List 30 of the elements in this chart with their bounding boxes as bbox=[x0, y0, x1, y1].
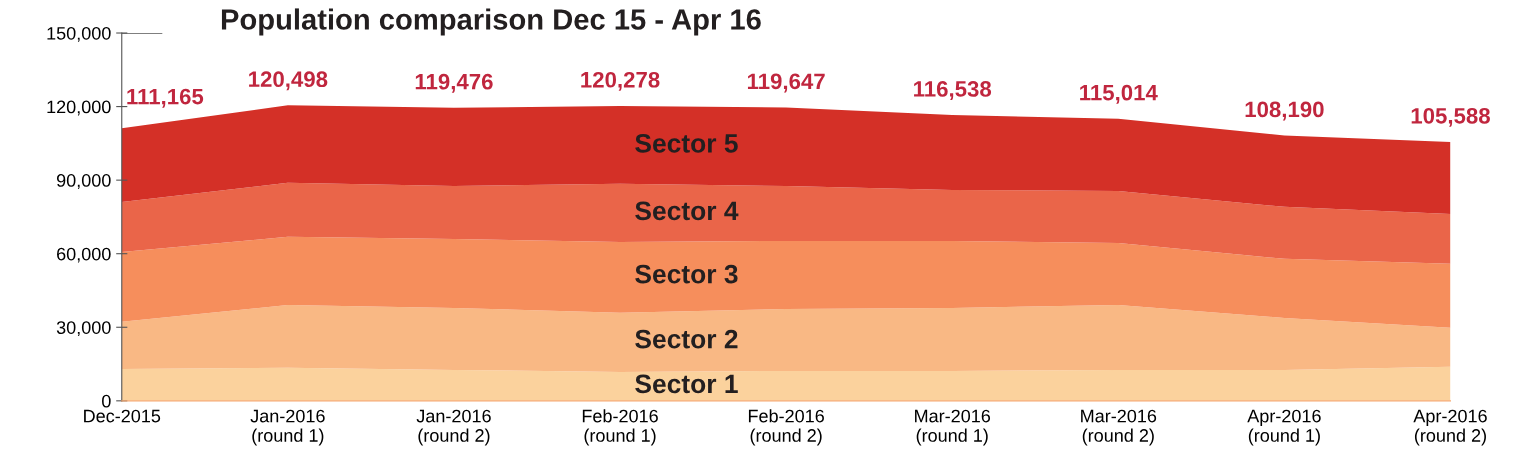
x-tick-label: Apr-2016 (round 2) bbox=[1413, 409, 1487, 446]
total-label: 119,476 bbox=[415, 73, 493, 93]
x-tick-label: Jan-2016 (round 2) bbox=[416, 409, 491, 446]
y-tick-label: 60,000 bbox=[57, 247, 111, 263]
x-tick-label: Mar-2016 (round 1) bbox=[915, 409, 991, 446]
x-tick-label: Feb-2016 (round 2) bbox=[748, 409, 824, 446]
chart-title: Population comparison Dec 15 - Apr 16 bbox=[221, 8, 761, 36]
total-label: 119,647 bbox=[747, 73, 825, 93]
x-tick-label: Jan-2016 (round 1) bbox=[250, 409, 325, 446]
total-label: 105,588 bbox=[1411, 107, 1490, 127]
x-tick-label: Dec-2015 bbox=[84, 409, 161, 423]
total-label: 120,498 bbox=[249, 71, 328, 91]
total-label: 120,278 bbox=[581, 71, 660, 91]
series-label: Sector 4 bbox=[635, 201, 739, 221]
y-tick-label: 30,000 bbox=[56, 321, 111, 337]
series-label: Sector 3 bbox=[635, 264, 738, 284]
y-tick-label: 150,000 bbox=[47, 26, 111, 42]
series-label: Sector 2 bbox=[635, 329, 738, 349]
y-tick-label: 90,000 bbox=[56, 174, 111, 189]
total-label: 116,538 bbox=[914, 81, 992, 101]
series-label: Sector 1 bbox=[635, 374, 738, 394]
total-label: 108,190 bbox=[1245, 101, 1324, 121]
total-label: 111,165 bbox=[127, 88, 204, 108]
y-tick-label: 120,000 bbox=[47, 100, 111, 116]
x-tick-label: Apr-2016 (round 1) bbox=[1247, 409, 1321, 446]
total-label: 115,014 bbox=[1080, 84, 1158, 104]
series-label: Sector 5 bbox=[635, 134, 738, 153]
x-tick-label: Feb-2016 (round 1) bbox=[582, 409, 658, 446]
x-tick-label: Mar-2016 (round 2) bbox=[1081, 409, 1157, 446]
y-tick-label: 0 bbox=[102, 394, 111, 408]
